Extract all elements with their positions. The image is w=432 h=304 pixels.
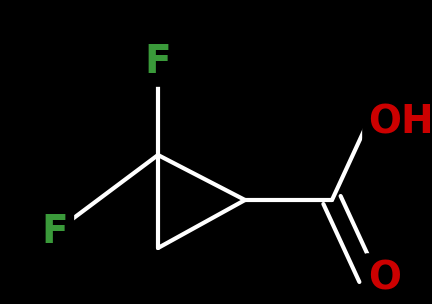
- Text: F: F: [41, 213, 68, 251]
- Text: OH: OH: [368, 103, 432, 141]
- Text: O: O: [368, 259, 401, 297]
- Text: F: F: [41, 213, 68, 251]
- Text: OH: OH: [368, 103, 432, 141]
- Text: O: O: [368, 259, 401, 297]
- Text: F: F: [145, 43, 172, 81]
- Text: F: F: [145, 43, 172, 81]
